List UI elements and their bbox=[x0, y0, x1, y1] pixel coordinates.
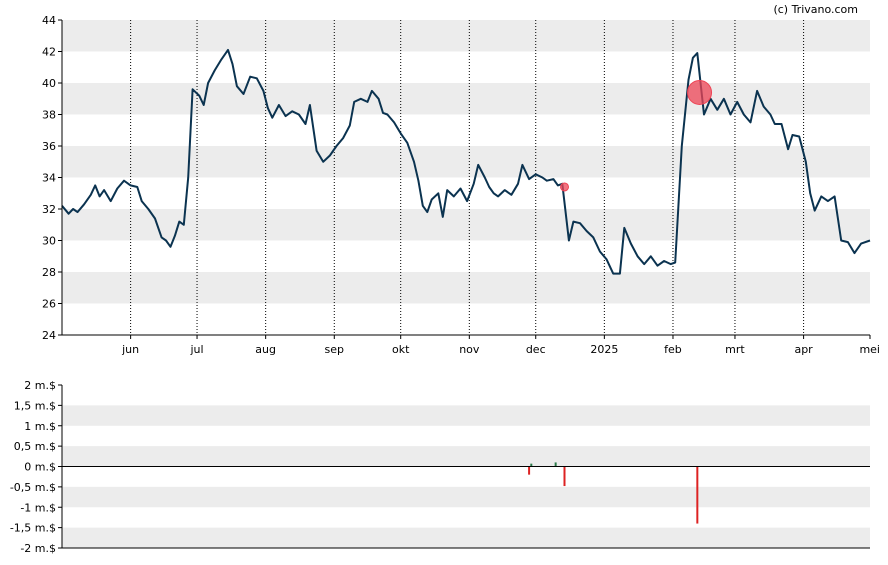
month-tick-label: jun bbox=[121, 343, 139, 356]
price-y-tick-label: 28 bbox=[42, 266, 56, 279]
volume-chart-bands bbox=[62, 405, 870, 548]
volume-band bbox=[62, 527, 870, 548]
price-y-tick-label: 32 bbox=[42, 203, 56, 216]
volume-y-tick-label: -0,5 m.$ bbox=[10, 481, 56, 494]
price-line-series bbox=[61, 48, 871, 275]
trade-marker bbox=[560, 182, 570, 192]
price-y-tick-labels: 24 26 28 30 32 34 36 38 40 42 44 bbox=[42, 14, 62, 342]
volume-band bbox=[62, 446, 870, 467]
month-tick-label: sep bbox=[325, 343, 344, 356]
month-tick-label: mrt bbox=[725, 343, 745, 356]
price-band bbox=[62, 20, 870, 52]
volume-y-tick-label: -2 m.$ bbox=[20, 542, 56, 555]
month-tick-labels: jun jul aug sep okt nov dec 2025 feb mrt apr mei bbox=[121, 335, 880, 356]
month-tick-label: feb bbox=[664, 343, 682, 356]
volume-y-tick-label: 1,5 m.$ bbox=[14, 399, 56, 412]
month-tick-label: apr bbox=[794, 343, 813, 356]
price-chart-bands bbox=[62, 20, 870, 304]
month-tick-label: mei bbox=[859, 343, 880, 356]
volume-y-tick-labels: -2 m.$ -1,5 m.$ -1 m.$ -0,5 m.$ 0 m.$ 0,5 m.$… bbox=[10, 379, 62, 555]
price-band bbox=[62, 83, 870, 115]
price-band bbox=[62, 146, 870, 178]
volume-y-tick-label: 0,5 m.$ bbox=[14, 440, 56, 453]
price-y-tick-label: 40 bbox=[42, 77, 56, 90]
price-y-tick-label: 38 bbox=[42, 109, 56, 122]
price-y-tick-label: 42 bbox=[42, 46, 56, 59]
month-tick-label: dec bbox=[526, 343, 546, 356]
volume-y-tick-label: 2 m.$ bbox=[24, 379, 56, 392]
price-y-tick-label: 24 bbox=[42, 329, 56, 342]
price-y-tick-label: 34 bbox=[42, 172, 56, 185]
month-tick-label: nov bbox=[459, 343, 480, 356]
volume-y-tick-label: 1 m.$ bbox=[24, 420, 56, 433]
volume-y-tick-label: -1 m.$ bbox=[20, 501, 56, 514]
copyright-label: (c) Trivano.com bbox=[773, 3, 858, 16]
trade-marker bbox=[687, 79, 713, 105]
month-tick-label: jul bbox=[189, 343, 203, 356]
price-y-tick-label: 36 bbox=[42, 140, 56, 153]
month-tick-label: okt bbox=[392, 343, 410, 356]
price-y-tick-label: 44 bbox=[42, 14, 56, 27]
trade-markers bbox=[560, 79, 713, 192]
volume-y-tick-label: -1,5 m.$ bbox=[10, 522, 56, 535]
volume-y-tick-label: 0 m.$ bbox=[24, 461, 56, 474]
price-y-tick-label: 30 bbox=[42, 235, 56, 248]
price-band bbox=[62, 272, 870, 304]
price-y-tick-label: 26 bbox=[42, 298, 56, 311]
month-tick-label: aug bbox=[255, 343, 276, 356]
volume-band bbox=[62, 486, 870, 508]
month-tick-label: 2025 bbox=[590, 343, 618, 356]
volume-band bbox=[62, 405, 870, 426]
price-line bbox=[61, 48, 871, 275]
